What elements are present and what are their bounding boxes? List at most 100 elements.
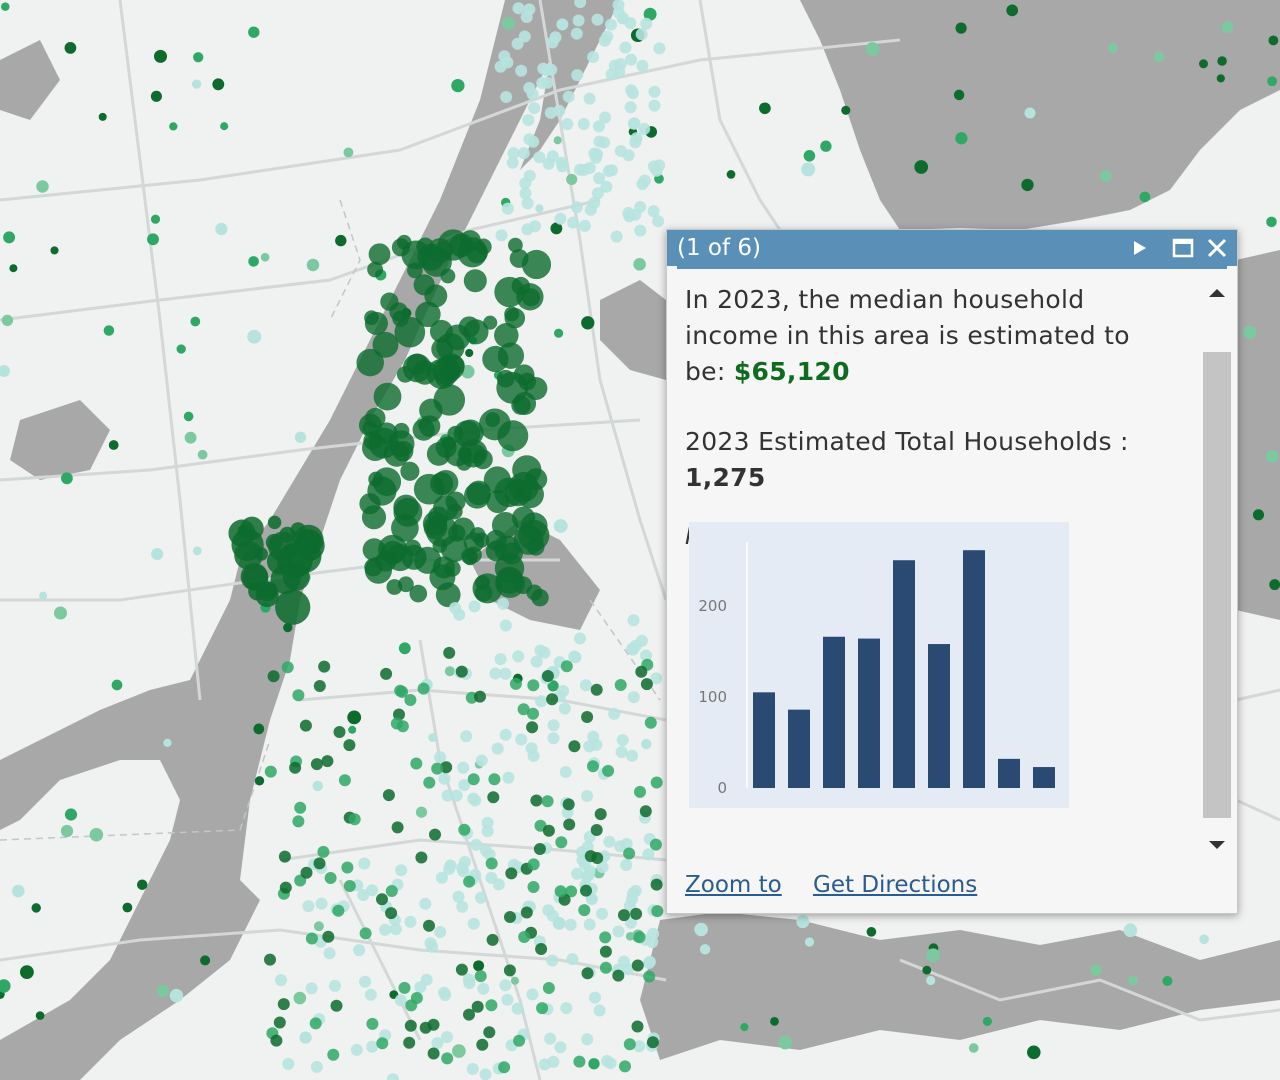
income-dot[interactable]: [368, 243, 391, 266]
income-dot[interactable]: [0, 979, 11, 993]
income-dot[interactable]: [431, 1037, 444, 1050]
zoom-to-link[interactable]: Zoom to: [685, 872, 782, 898]
income-dot[interactable]: [31, 903, 41, 913]
income-dot[interactable]: [19, 965, 34, 980]
income-dot[interactable]: [464, 482, 491, 509]
income-dot[interactable]: [350, 1043, 363, 1056]
income-dot[interactable]: [426, 940, 439, 953]
bar[interactable]: [928, 644, 950, 788]
income-dot[interactable]: [641, 738, 652, 750]
income-dot[interactable]: [212, 78, 225, 91]
income-dot[interactable]: [467, 773, 480, 786]
income-dot[interactable]: [434, 926, 447, 938]
income-dot[interactable]: [608, 707, 621, 720]
income-dot[interactable]: [380, 667, 393, 680]
income-dot[interactable]: [574, 0, 587, 9]
income-dot[interactable]: [389, 302, 409, 322]
income-dot[interactable]: [623, 847, 636, 860]
income-dot[interactable]: [9, 264, 18, 273]
income-dot[interactable]: [150, 90, 162, 102]
income-dot[interactable]: [470, 838, 483, 851]
income-dot[interactable]: [305, 932, 318, 945]
income-dot[interactable]: [385, 885, 398, 897]
income-dot[interactable]: [583, 918, 596, 931]
income-dot[interactable]: [955, 22, 967, 34]
income-dot[interactable]: [533, 843, 546, 855]
income-dot[interactable]: [526, 584, 543, 601]
income-dot[interactable]: [452, 890, 465, 903]
income-dot[interactable]: [163, 738, 172, 748]
income-dot[interactable]: [293, 991, 307, 1005]
income-dot[interactable]: [922, 965, 932, 975]
income-dot[interactable]: [183, 411, 194, 422]
income-dot[interactable]: [277, 998, 290, 1011]
income-dot[interactable]: [505, 867, 518, 880]
income-dot[interactable]: [564, 918, 577, 931]
income-dot[interactable]: [35, 1011, 45, 1020]
income-dot[interactable]: [535, 695, 548, 708]
income-dot[interactable]: [529, 220, 541, 233]
income-dot[interactable]: [1006, 4, 1019, 17]
income-dot[interactable]: [640, 678, 653, 691]
income-dot[interactable]: [631, 959, 644, 972]
income-dot[interactable]: [327, 1048, 340, 1061]
income-dot[interactable]: [646, 1036, 659, 1049]
income-dot[interactable]: [537, 62, 550, 75]
income-dot[interactable]: [467, 917, 480, 930]
income-dot[interactable]: [423, 776, 436, 789]
income-dot[interactable]: [292, 689, 305, 702]
income-dot[interactable]: [803, 150, 816, 162]
income-dot[interactable]: [103, 325, 115, 336]
income-dot[interactable]: [578, 904, 591, 917]
income-dot[interactable]: [573, 1055, 586, 1068]
income-dot[interactable]: [389, 923, 402, 936]
income-dot[interactable]: [435, 582, 461, 608]
close-icon[interactable]: [1205, 236, 1229, 260]
income-dot[interactable]: [1153, 51, 1165, 63]
income-dot[interactable]: [455, 665, 468, 678]
income-dot[interactable]: [479, 1068, 492, 1080]
income-dot[interactable]: [394, 994, 407, 1007]
income-dot[interactable]: [156, 984, 169, 998]
income-dot[interactable]: [136, 879, 148, 890]
income-dot[interactable]: [1199, 59, 1208, 69]
income-dot[interactable]: [499, 979, 512, 992]
income-dot[interactable]: [450, 789, 463, 802]
income-dot[interactable]: [634, 785, 646, 798]
income-dot[interactable]: [435, 436, 457, 458]
income-dot[interactable]: [581, 790, 594, 802]
income-dot[interactable]: [580, 870, 593, 883]
income-dot[interactable]: [522, 114, 535, 126]
income-dot[interactable]: [416, 237, 435, 256]
income-dot[interactable]: [496, 369, 515, 388]
income-dot[interactable]: [594, 808, 607, 821]
income-dot[interactable]: [487, 791, 500, 804]
income-dot[interactable]: [866, 926, 877, 937]
income-dot[interactable]: [640, 17, 653, 30]
income-dot[interactable]: [169, 122, 178, 131]
income-dot[interactable]: [495, 229, 508, 242]
income-dot[interactable]: [343, 739, 356, 752]
income-dot[interactable]: [376, 1037, 389, 1050]
income-dot[interactable]: [643, 970, 656, 983]
income-dot[interactable]: [648, 99, 661, 112]
income-dot[interactable]: [475, 754, 488, 767]
income-dot[interactable]: [296, 528, 321, 553]
income-dot[interactable]: [468, 600, 481, 613]
bar[interactable]: [788, 709, 810, 788]
income-dot[interactable]: [433, 384, 466, 416]
income-dot[interactable]: [511, 1002, 524, 1015]
income-dot[interactable]: [310, 758, 323, 771]
income-dot[interactable]: [647, 205, 660, 218]
income-dot[interactable]: [364, 988, 377, 1001]
income-dot[interactable]: [443, 646, 456, 659]
income-dot[interactable]: [122, 902, 133, 913]
income-dot[interactable]: [1107, 43, 1118, 53]
income-dot[interactable]: [636, 178, 649, 191]
income-dot[interactable]: [570, 27, 583, 40]
income-dot[interactable]: [335, 234, 347, 247]
income-dot[interactable]: [523, 3, 536, 16]
income-dot[interactable]: [463, 977, 476, 990]
income-dot[interactable]: [1242, 325, 1257, 340]
income-dot[interactable]: [560, 660, 573, 673]
